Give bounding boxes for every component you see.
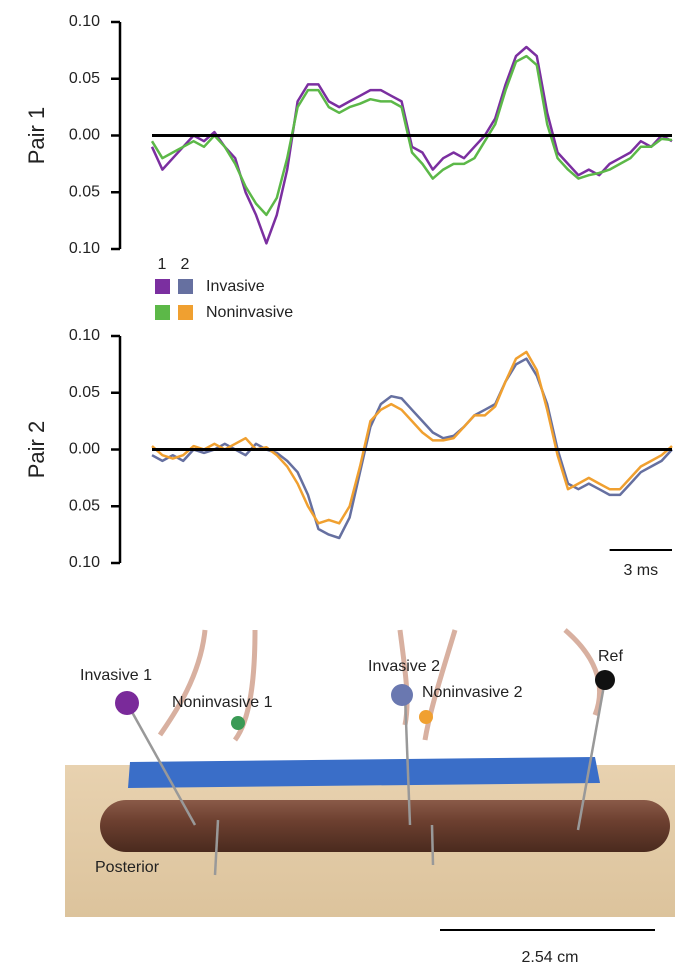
photo-label: Invasive 2 xyxy=(368,658,440,675)
y-tick-label: 0.05 xyxy=(69,384,100,401)
scale-label: 2.54 cm xyxy=(522,949,579,966)
y-axis-label: Pair 1 xyxy=(24,107,49,164)
y-tick-label: 0.05 xyxy=(69,70,100,87)
photo-label: Invasive 1 xyxy=(80,667,152,684)
pins xyxy=(125,679,607,876)
y-axis-label: Pair 2 xyxy=(24,421,49,478)
tape xyxy=(128,757,600,788)
series-line xyxy=(150,45,673,245)
legend-swatch xyxy=(155,305,170,320)
photo-label: Noninvasive 1 xyxy=(172,694,273,711)
wires xyxy=(157,628,603,742)
legend-column: 1 xyxy=(158,256,167,273)
legend-label: Noninvasive xyxy=(206,304,293,321)
photo-label: Ref xyxy=(598,648,623,665)
y-tick-label: 0.10 xyxy=(69,13,100,30)
pin-head xyxy=(391,684,413,706)
pin-head xyxy=(419,710,433,724)
pin-head xyxy=(595,670,615,690)
photo-label: Posterior xyxy=(95,859,160,876)
series-line xyxy=(150,54,673,217)
photo: Invasive 1 Noninvasive 1 Invasive 2 Noni… xyxy=(65,628,675,966)
y-tick-label: 0.10 xyxy=(69,240,100,257)
photo-label: Noninvasive 2 xyxy=(422,684,523,701)
y-tick-label: 0.05 xyxy=(69,497,100,514)
worm xyxy=(100,800,670,852)
scale-label: 3 ms xyxy=(623,562,658,579)
y-tick-label: 0.10 xyxy=(69,327,100,344)
pin-head xyxy=(115,691,139,715)
legend-swatch xyxy=(178,279,193,294)
y-tick-label: 0.05 xyxy=(69,183,100,200)
y-tick-label: 0.00 xyxy=(69,441,100,458)
y-tick-label: 0.10 xyxy=(69,554,100,571)
legend-swatch xyxy=(178,305,193,320)
pin-head xyxy=(231,716,245,730)
series-line xyxy=(151,350,673,525)
legend-column: 2 xyxy=(181,256,190,273)
series-line xyxy=(151,357,673,540)
legend-label: Invasive xyxy=(206,278,265,295)
legend-swatch xyxy=(155,279,170,294)
y-tick-label: 0.00 xyxy=(69,127,100,144)
